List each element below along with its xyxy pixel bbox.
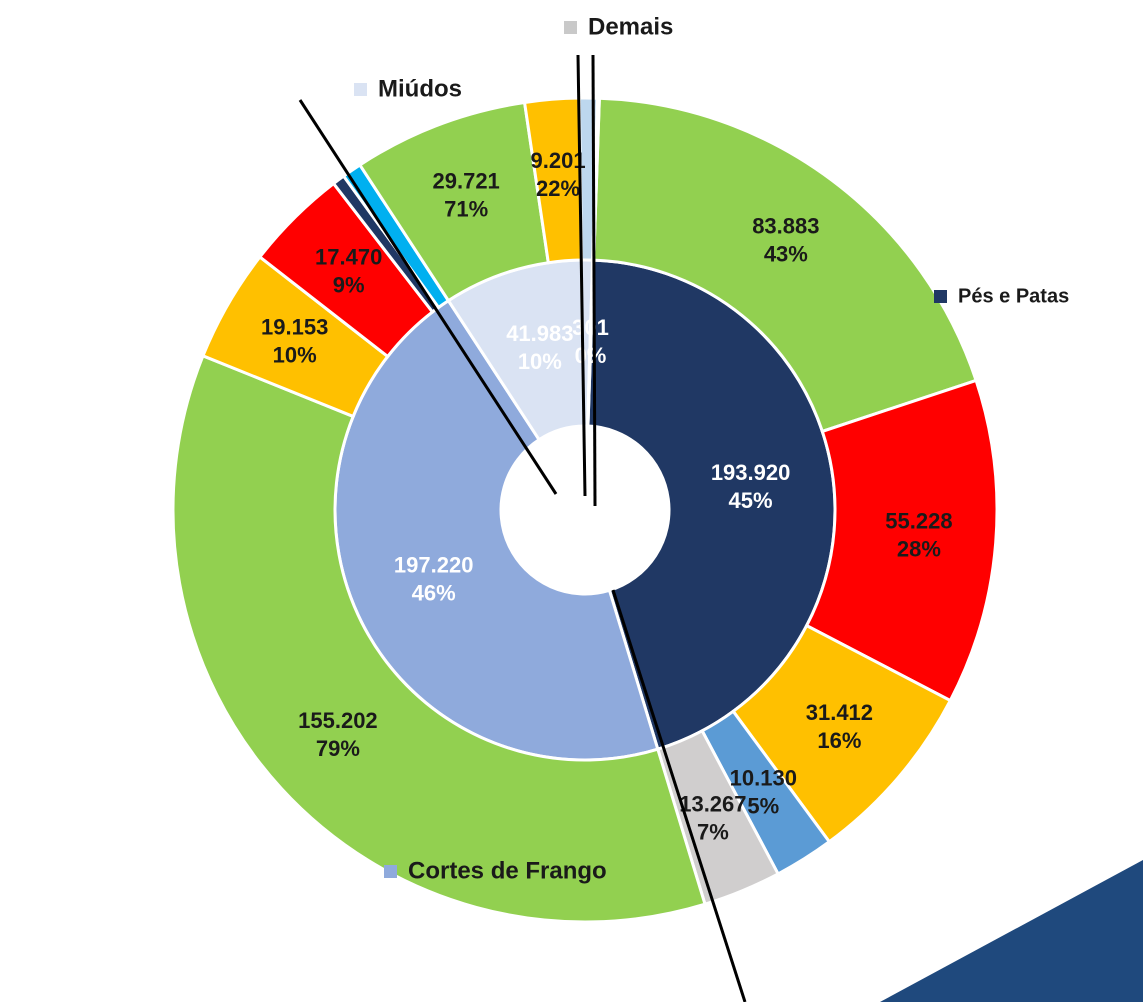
legend-swatch [384,865,397,878]
data-label: 19.153 [261,315,328,340]
data-label: 197.220 [394,552,474,577]
data-label: 31.412 [806,700,873,725]
data-label: 9% [333,272,365,297]
data-label: 9.201 [531,148,586,173]
leader-line [591,54,597,507]
leader-line [576,54,587,497]
rings [171,96,999,924]
labels: 193.920 45% 83.883 43% 55.228 28% 31.412 16% 10.… [261,148,953,845]
legend-swatch [564,21,577,34]
data-label: 29.721 [433,169,500,194]
data-label: 10% [273,343,317,368]
data-label: 28% [897,537,941,562]
legend: Pés e Patas Cortes de Frango Miúdos Demais [354,13,1069,884]
data-label: 45% [729,488,773,513]
data-label: 46% [412,580,456,605]
data-label: 22% [536,176,580,201]
data-label: 43% [764,242,808,267]
data-label: 301 [572,315,609,340]
data-label: 10% [518,349,562,374]
leader-line [298,99,558,495]
leader-line [611,589,747,1002]
data-label: 7% [697,819,729,844]
data-label: 193.920 [711,460,791,485]
data-label: 5% [747,793,779,818]
data-label: 83.883 [752,214,819,239]
outer-segment [171,353,707,924]
data-label: 41.983 [506,321,573,346]
legend-label: Demais [588,13,673,40]
outer-segment [592,96,978,434]
legend-label: Cortes de Frango [408,857,607,884]
data-label: 17.470 [315,244,382,269]
leader-lines [298,54,747,1002]
legend-swatch [354,83,367,96]
legend-label: Pés e Patas [958,285,1069,307]
legend-swatch [934,290,947,303]
data-label: 155.202 [298,708,378,733]
logo-shape [880,860,1143,1002]
data-label: 55.228 [885,509,952,534]
data-label: 13.267 [679,791,746,816]
data-label: 0% [575,343,607,368]
data-label: 71% [444,197,488,222]
data-label: 79% [316,736,360,761]
data-label: 10.130 [730,765,797,790]
legend-label: Miúdos [378,75,462,102]
data-label: 16% [817,728,861,753]
